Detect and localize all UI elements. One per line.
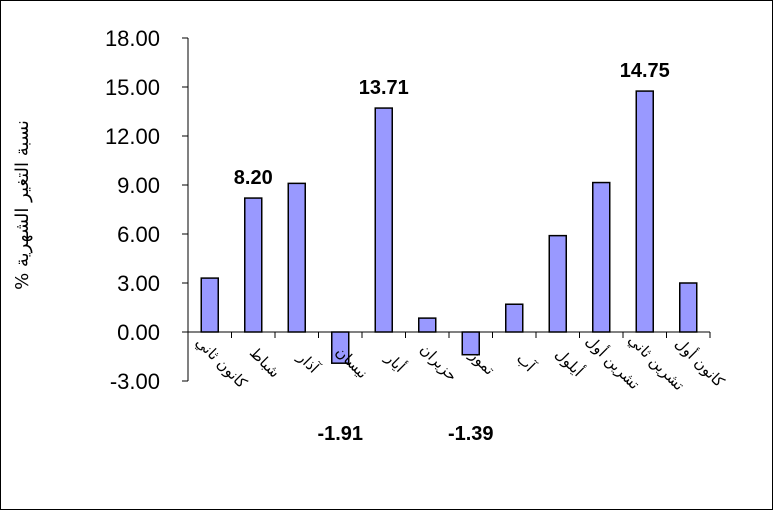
bar xyxy=(592,181,611,333)
bar xyxy=(287,182,306,333)
data-label: 8.20 xyxy=(234,167,273,189)
y-tick-label: 15.00 xyxy=(105,75,160,100)
bar xyxy=(548,234,567,333)
data-label: 14.75 xyxy=(620,60,670,82)
bar xyxy=(374,107,393,333)
y-tick-label: 6.00 xyxy=(117,222,160,247)
bar xyxy=(331,331,350,364)
bar xyxy=(461,331,480,356)
y-tick-label: 3.00 xyxy=(117,271,160,296)
data-label: -1.39 xyxy=(448,423,494,445)
bar xyxy=(505,303,524,333)
bar xyxy=(418,317,437,333)
y-tick-label: 9.00 xyxy=(117,173,160,198)
y-tick-label: 18.00 xyxy=(105,26,160,51)
bar xyxy=(244,197,263,333)
y-axis-label: نسبة التغير الشهرية % xyxy=(12,120,33,290)
bar xyxy=(635,90,654,333)
y-tick-label: -3.00 xyxy=(110,369,160,394)
bar xyxy=(200,277,219,333)
y-tick-label: 0.00 xyxy=(117,320,160,345)
data-label: 13.71 xyxy=(359,77,409,99)
bar xyxy=(679,282,698,333)
data-label: -1.91 xyxy=(317,423,363,445)
y-tick-label: 12.00 xyxy=(105,124,160,149)
